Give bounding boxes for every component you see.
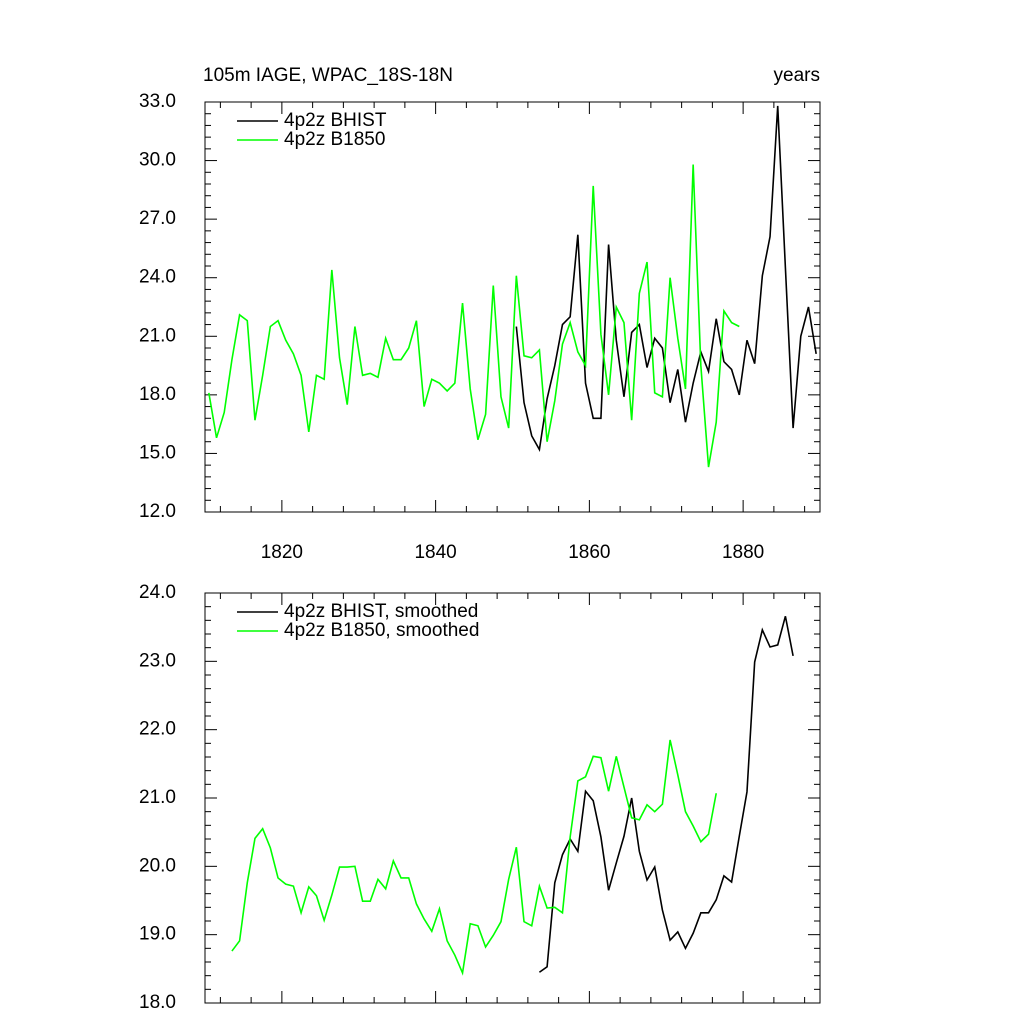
- legend-label: 4p2z BHIST, smoothed: [284, 601, 478, 622]
- y-tick-label: 15.0: [139, 442, 176, 463]
- x-tick-label: 1820: [261, 542, 303, 563]
- plot-frame: [204, 592, 821, 1004]
- y-tick-label: 18.0: [139, 384, 176, 405]
- y-tick-label: 24.0: [139, 267, 176, 288]
- y-tick-label: 22.0: [139, 719, 176, 740]
- y-tick-label: 20.0: [139, 855, 176, 876]
- data-line: [515, 105, 817, 452]
- x-tick-label: 1860: [568, 542, 610, 563]
- y-tick-label: 33.0: [139, 91, 176, 112]
- y-tick-label: 24.0: [139, 582, 176, 603]
- data-line: [231, 739, 718, 976]
- y-tick-label: 27.0: [139, 208, 176, 229]
- y-tick-label: 19.0: [139, 924, 176, 945]
- legend-label: 4p2z B1850, smoothed: [284, 620, 479, 641]
- data-line: [208, 164, 740, 468]
- y-tick-label: 21.0: [139, 787, 176, 808]
- y-tick-label: 30.0: [139, 150, 176, 171]
- data-line: [538, 616, 794, 973]
- chart-title: 105m IAGE, WPAC_18S-18N: [203, 65, 453, 86]
- y-tick-label: 18.0: [139, 992, 176, 1013]
- y-tick-label: 21.0: [139, 325, 176, 346]
- chart-subtitle: years: [774, 65, 820, 86]
- x-tick-label: 1880: [722, 542, 764, 563]
- legend-label: 4p2z B1850: [284, 129, 385, 150]
- plot-frame: [204, 101, 821, 513]
- x-tick-label: 1840: [414, 542, 456, 563]
- y-tick-label: 12.0: [139, 501, 176, 522]
- legend-label: 4p2z BHIST: [284, 110, 387, 131]
- y-tick-label: 23.0: [139, 650, 176, 671]
